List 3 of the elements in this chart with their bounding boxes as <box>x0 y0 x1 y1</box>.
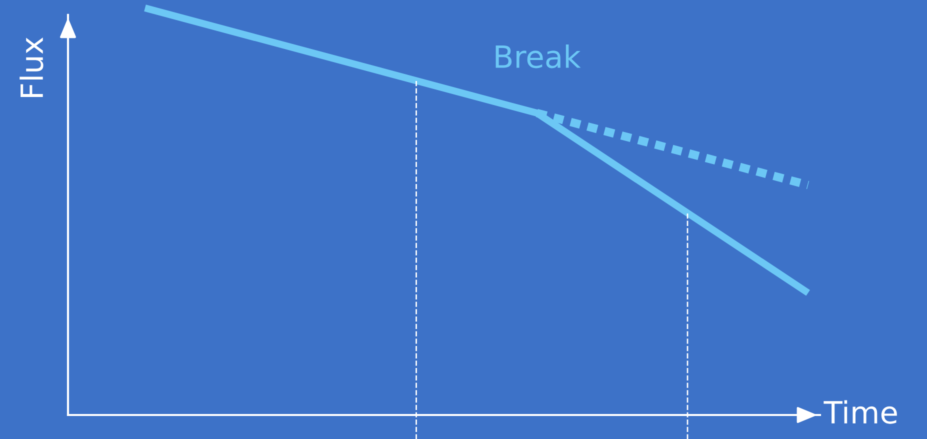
annotation: Break <box>496 44 581 68</box>
x-axis-title: Time <box>824 400 897 424</box>
y-axis-title: Flux <box>20 37 44 98</box>
